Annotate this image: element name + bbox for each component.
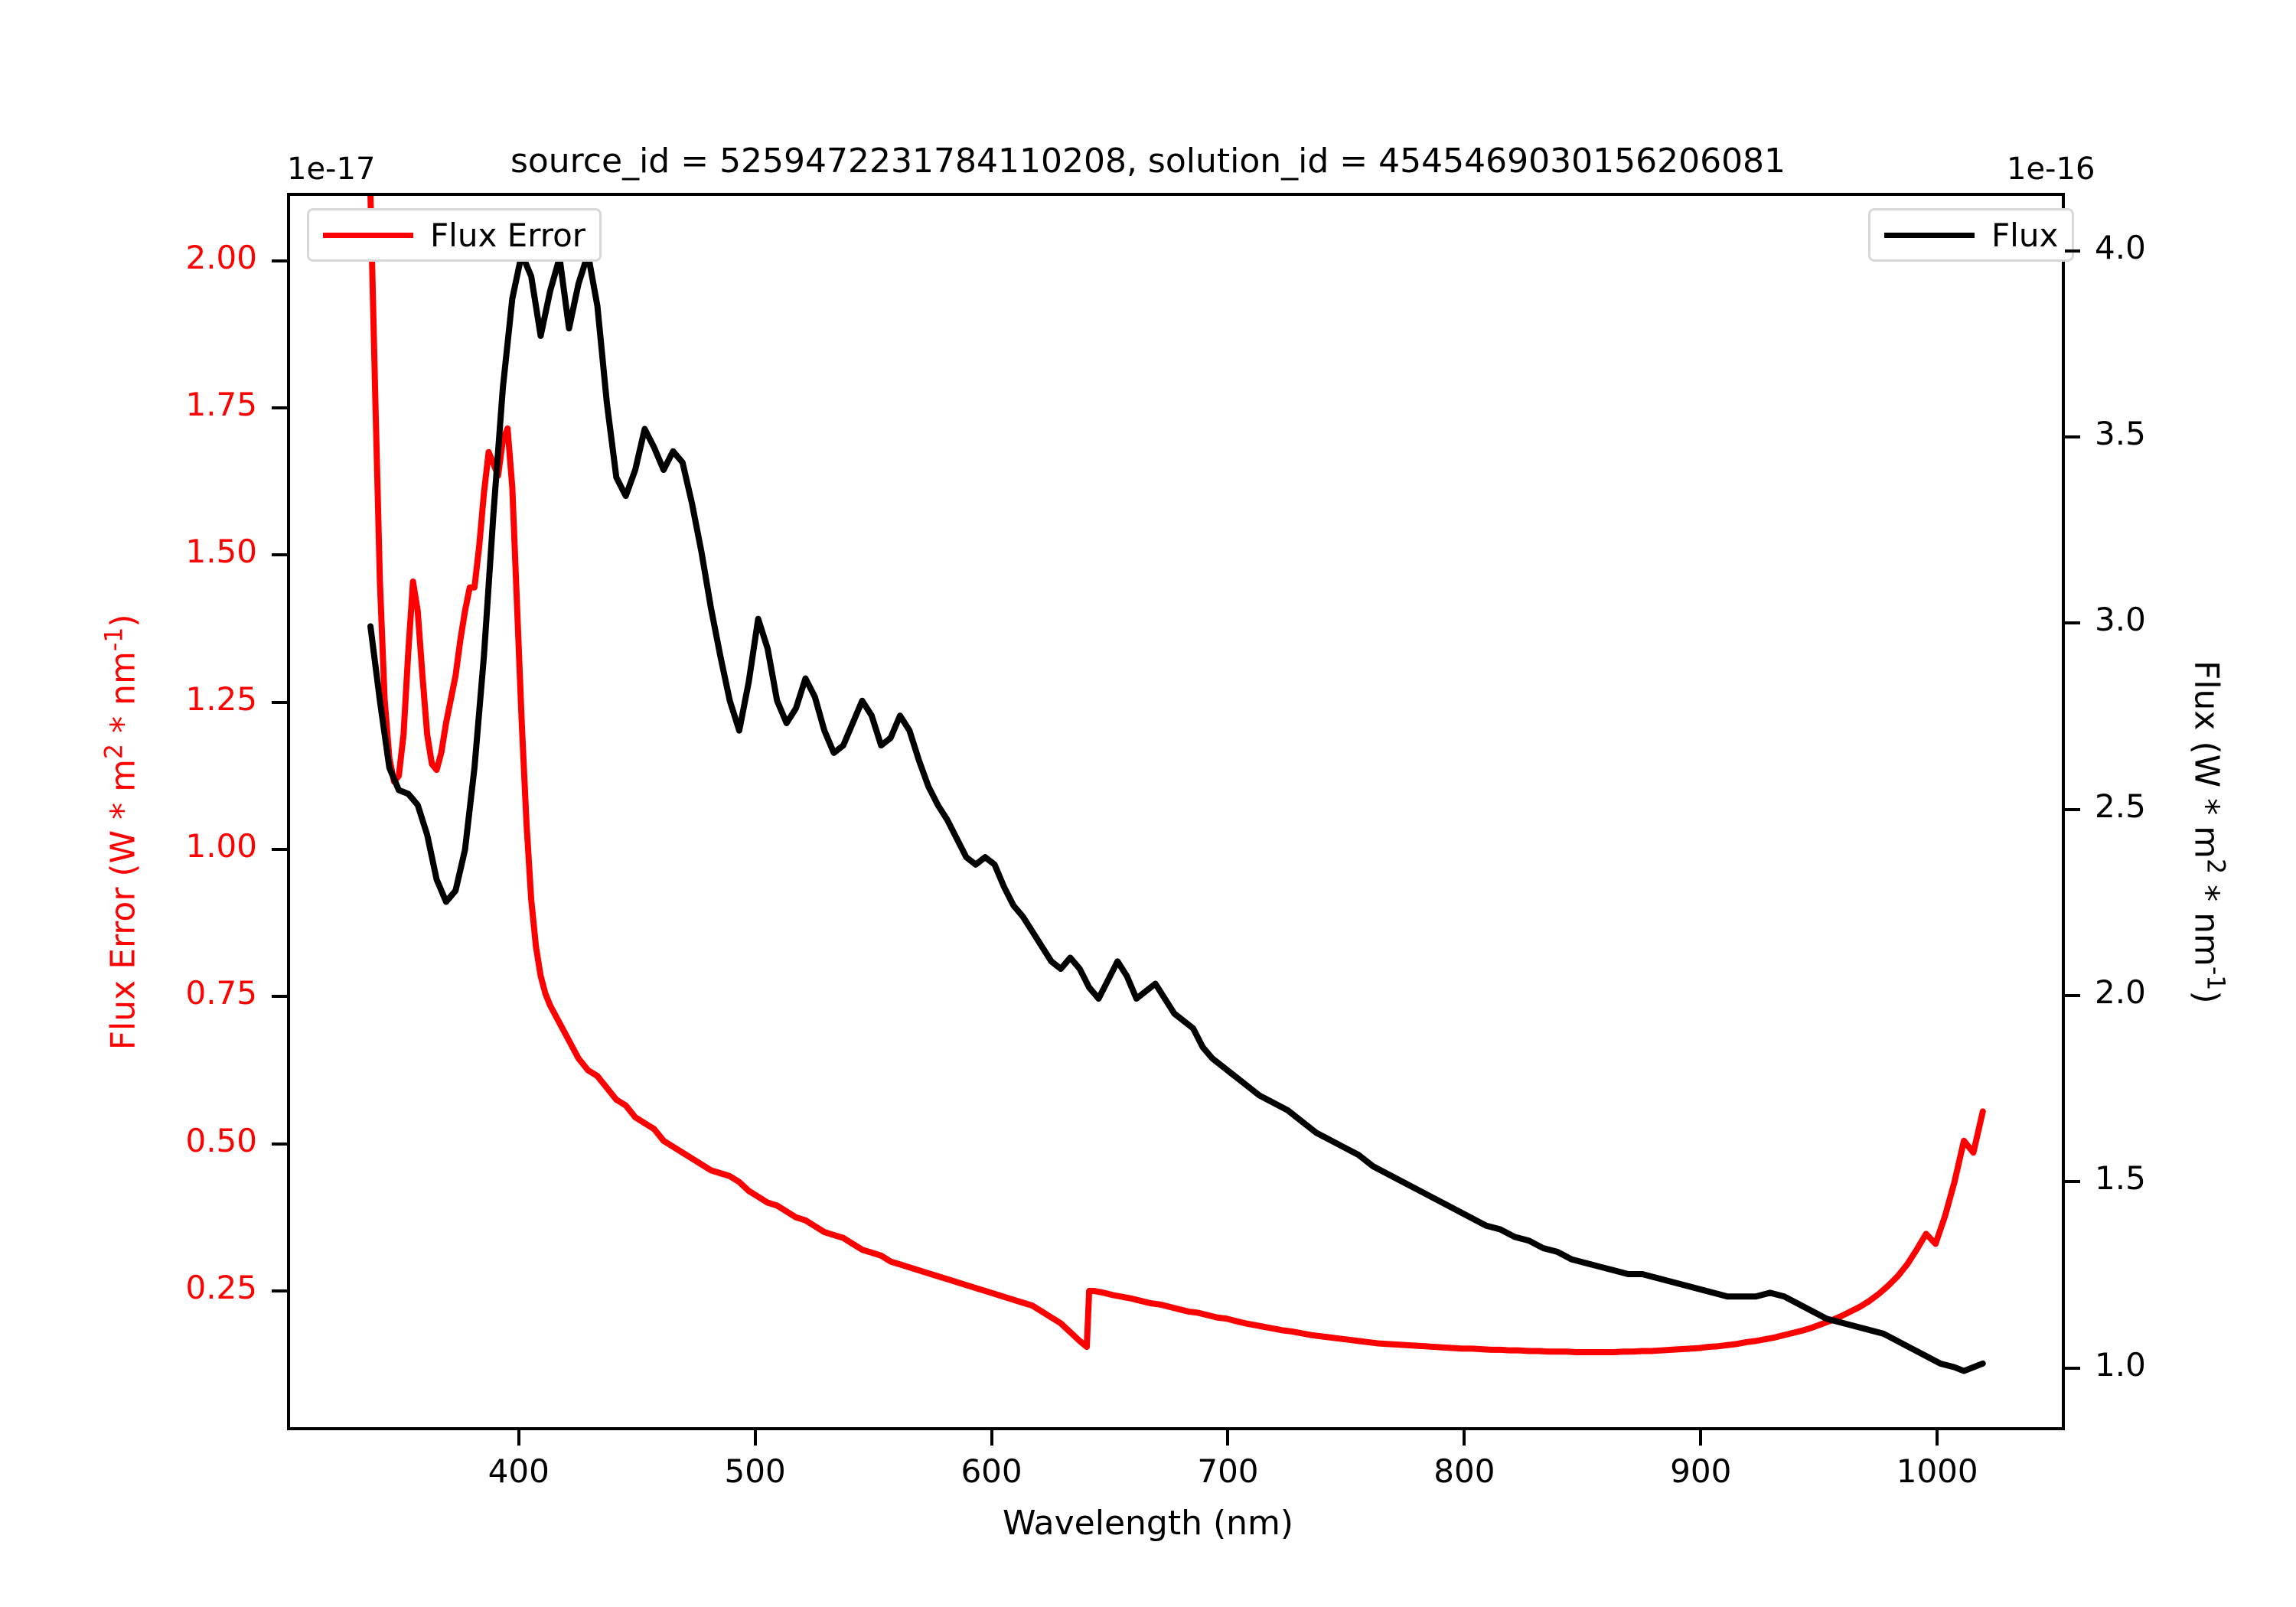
plot-title: source_id = 5259472231784110208, solutio… — [510, 142, 1786, 181]
left-axis-offset-label: 1e-17 — [287, 152, 376, 187]
x-tick-label: 500 — [724, 1452, 786, 1490]
right-y-tick-mark — [2065, 807, 2080, 811]
x-tick-label: 900 — [1670, 1452, 1732, 1490]
left-y-tick-mark — [272, 995, 287, 999]
right-y-tick-mark — [2065, 435, 2080, 439]
x-tick-label: 700 — [1197, 1452, 1259, 1490]
x-tick-label: 400 — [488, 1452, 550, 1490]
x-tick-mark — [753, 1430, 757, 1446]
legend-flux[interactable]: Flux — [1868, 208, 2075, 262]
left-y-axis-label: Flux Error (W * m2 * nm-1) — [100, 614, 143, 1051]
plot-axes-area — [287, 193, 2065, 1430]
flux-error-line — [367, 196, 1986, 1355]
series-canvas — [367, 196, 1986, 1374]
right-axis-offset-label: 1e-16 — [2007, 152, 2095, 187]
left-y-tick-mark — [272, 1289, 287, 1292]
left-y-tick-mark — [272, 553, 287, 557]
flux-error-legend-label: Flux Error — [430, 216, 586, 254]
left-y-tick-mark — [272, 406, 287, 409]
x-tick-mark — [1463, 1430, 1466, 1446]
left-y-tick-mark — [272, 259, 287, 262]
right-y-axis-label: Flux (W * m2 * nm-1) — [2187, 660, 2229, 1004]
flux-legend-label: Flux — [1991, 216, 2059, 254]
x-tick-label: 600 — [960, 1452, 1022, 1490]
x-axis-label: Wavelength (nm) — [1002, 1504, 1294, 1543]
left-y-tick-mark — [272, 700, 287, 704]
flux-error-legend-swatch — [323, 232, 413, 238]
right-y-tick-mark — [2065, 993, 2080, 997]
flux-legend-swatch — [1884, 232, 1975, 238]
left-y-tick-mark — [272, 847, 287, 851]
right-y-tick-mark — [2065, 1180, 2080, 1184]
right-y-tick-mark — [2065, 1366, 2080, 1370]
x-tick-label: 800 — [1433, 1452, 1495, 1490]
flux-line — [367, 250, 1986, 1374]
legend-flux-error[interactable]: Flux Error — [307, 208, 602, 262]
right-y-tick-mark — [2065, 249, 2080, 253]
right-y-tick-mark — [2065, 621, 2080, 625]
x-tick-mark — [1936, 1430, 1939, 1446]
x-tick-label: 1000 — [1896, 1452, 1978, 1490]
x-tick-mark — [990, 1430, 993, 1446]
x-tick-mark — [1699, 1430, 1703, 1446]
x-tick-mark — [517, 1430, 520, 1446]
x-tick-mark — [1226, 1430, 1230, 1446]
left-y-tick-mark — [272, 1142, 287, 1146]
